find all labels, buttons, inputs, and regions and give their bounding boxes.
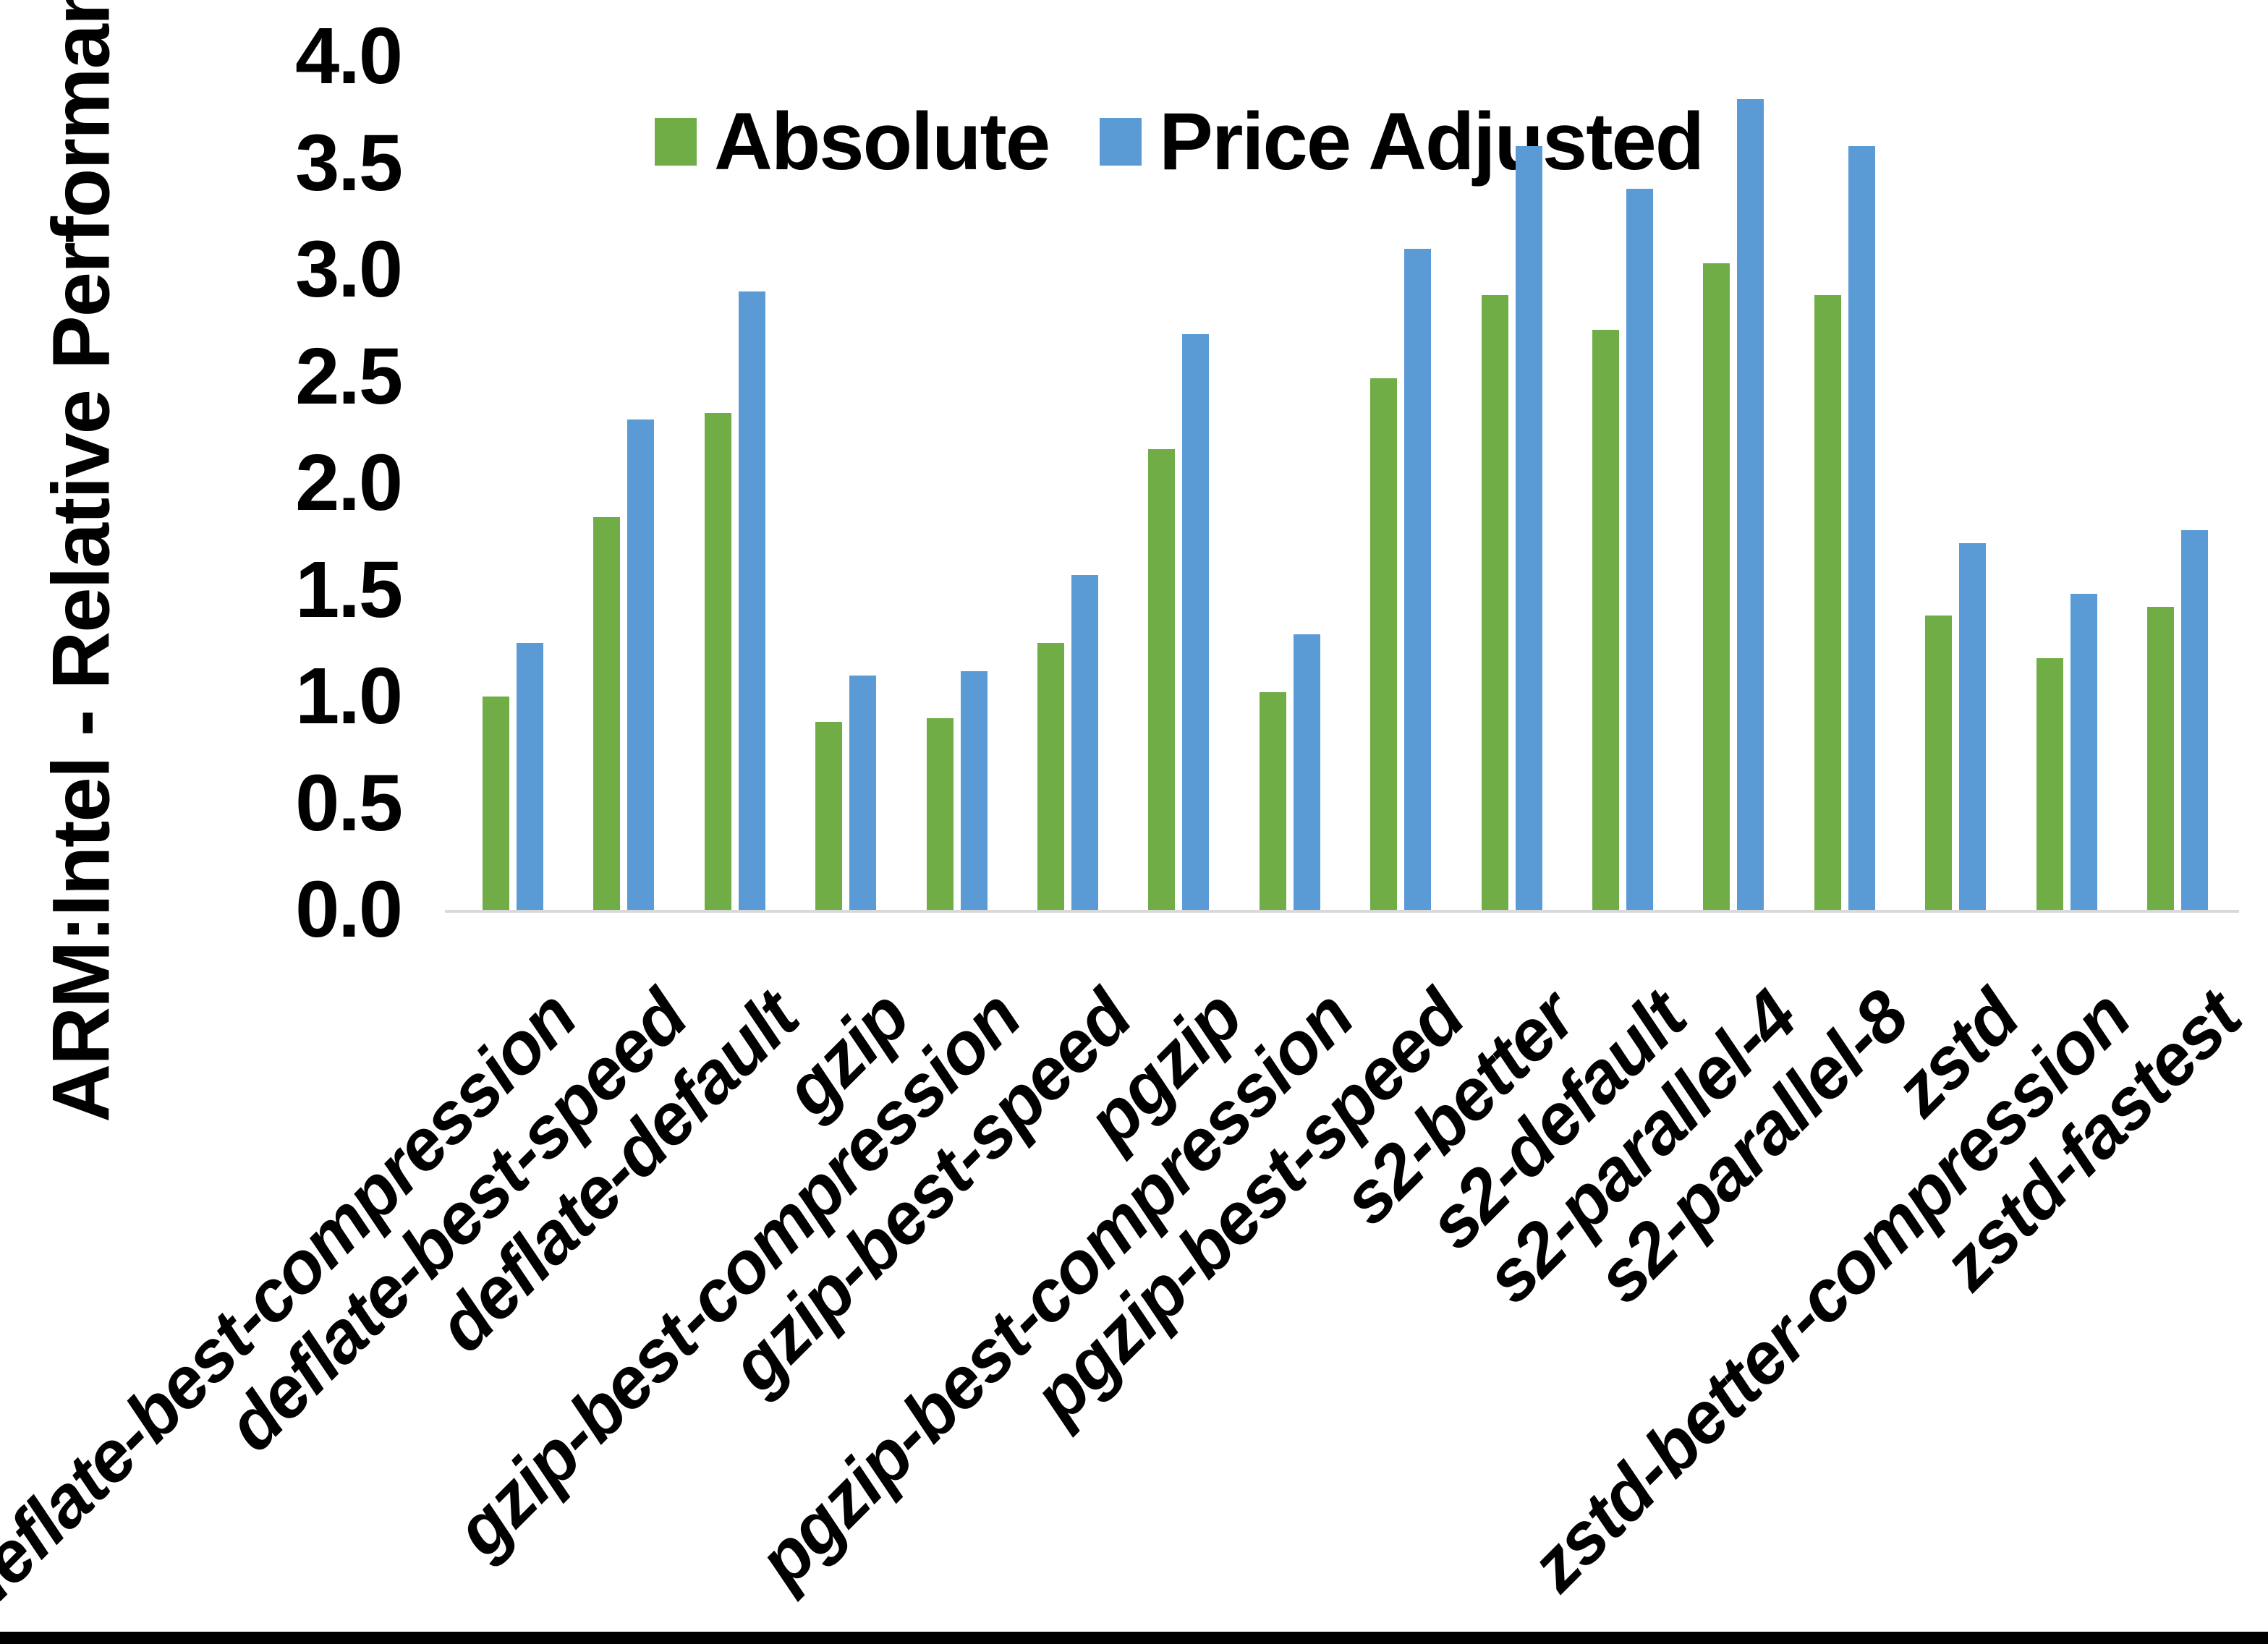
- bar-price-adjusted-s2-default: [1626, 188, 1653, 910]
- bar-price-adjusted-zstd: [1959, 542, 1987, 910]
- bar-absolute-deflate-best-speed: [593, 517, 621, 910]
- bottom-border: [0, 1632, 2268, 1644]
- bar-absolute-gzip-best-compression: [926, 717, 954, 910]
- legend-swatch-price-adjusted-icon: [1100, 118, 1142, 166]
- legend-label-absolute: Absolute: [714, 96, 1050, 187]
- bar-price-adjusted-s2-parallel-4: [1737, 99, 1764, 910]
- y-tick-label-2.0: 2.0: [295, 438, 403, 527]
- bar-absolute-gzip: [815, 722, 843, 910]
- legend: Absolute Price Adjusted: [655, 96, 1704, 187]
- y-tick-label-1.5: 1.5: [295, 545, 403, 634]
- x-axis-line: [445, 910, 2239, 913]
- legend-item-absolute: Absolute: [655, 96, 1050, 187]
- bar-price-adjusted-deflate-best-compression: [517, 643, 543, 910]
- bar-price-adjusted-gzip-best-speed: [1071, 574, 1098, 910]
- bar-absolute-gzip-best-speed: [1037, 643, 1064, 910]
- bar-absolute-pgzip-best-speed: [1370, 378, 1398, 910]
- bar-absolute-pgzip: [1148, 448, 1176, 910]
- bar-price-adjusted-deflate-best-speed: [627, 419, 655, 910]
- bar-price-adjusted-zstd-better-compression: [2070, 594, 2097, 910]
- bar-price-adjusted-s2-parallel-8: [1848, 145, 1875, 910]
- bar-price-adjusted-gzip-best-compression: [960, 670, 988, 910]
- y-axis-title: ARM:Intel - Relative Performance: [35, 0, 127, 1123]
- bar-price-adjusted-pgzip-best-speed: [1404, 248, 1432, 910]
- y-tick-label-3.0: 3.0: [295, 225, 403, 314]
- legend-label-price-adjusted: Price Adjusted: [1159, 96, 1704, 187]
- bar-absolute-zstd: [1925, 615, 1953, 910]
- bar-absolute-s2-parallel-4: [1703, 263, 1730, 910]
- legend-swatch-absolute-icon: [655, 118, 697, 166]
- bar-absolute-zstd-better-compression: [2036, 657, 2063, 910]
- bar-price-adjusted-deflate-default: [738, 291, 765, 910]
- bar-price-adjusted-zstd-fastest: [2181, 529, 2208, 910]
- y-tick-label-4.0: 4.0: [295, 12, 403, 101]
- y-tick-label-0.0: 0.0: [295, 865, 403, 954]
- legend-item-price-adjusted: Price Adjusted: [1100, 96, 1704, 187]
- y-tick-label-0.5: 0.5: [295, 758, 403, 848]
- bar-absolute-s2-better: [1481, 295, 1508, 910]
- y-tick-label-3.5: 3.5: [295, 118, 403, 208]
- bar-absolute-pgzip-best-compression: [1259, 692, 1286, 910]
- y-tick-label-1.0: 1.0: [295, 652, 403, 741]
- bar-absolute-s2-parallel-8: [1814, 295, 1841, 910]
- bar-absolute-zstd-fastest: [2147, 607, 2174, 910]
- y-tick-label-2.5: 2.5: [295, 331, 403, 421]
- bar-price-adjusted-gzip: [849, 675, 877, 910]
- bar-absolute-deflate-best-compression: [483, 697, 509, 910]
- bar-absolute-deflate-default: [704, 412, 731, 910]
- bar-price-adjusted-pgzip: [1182, 333, 1210, 910]
- bar-price-adjusted-s2-better: [1515, 145, 1542, 910]
- bar-absolute-s2-default: [1592, 329, 1619, 910]
- bar-price-adjusted-pgzip-best-compression: [1293, 634, 1320, 910]
